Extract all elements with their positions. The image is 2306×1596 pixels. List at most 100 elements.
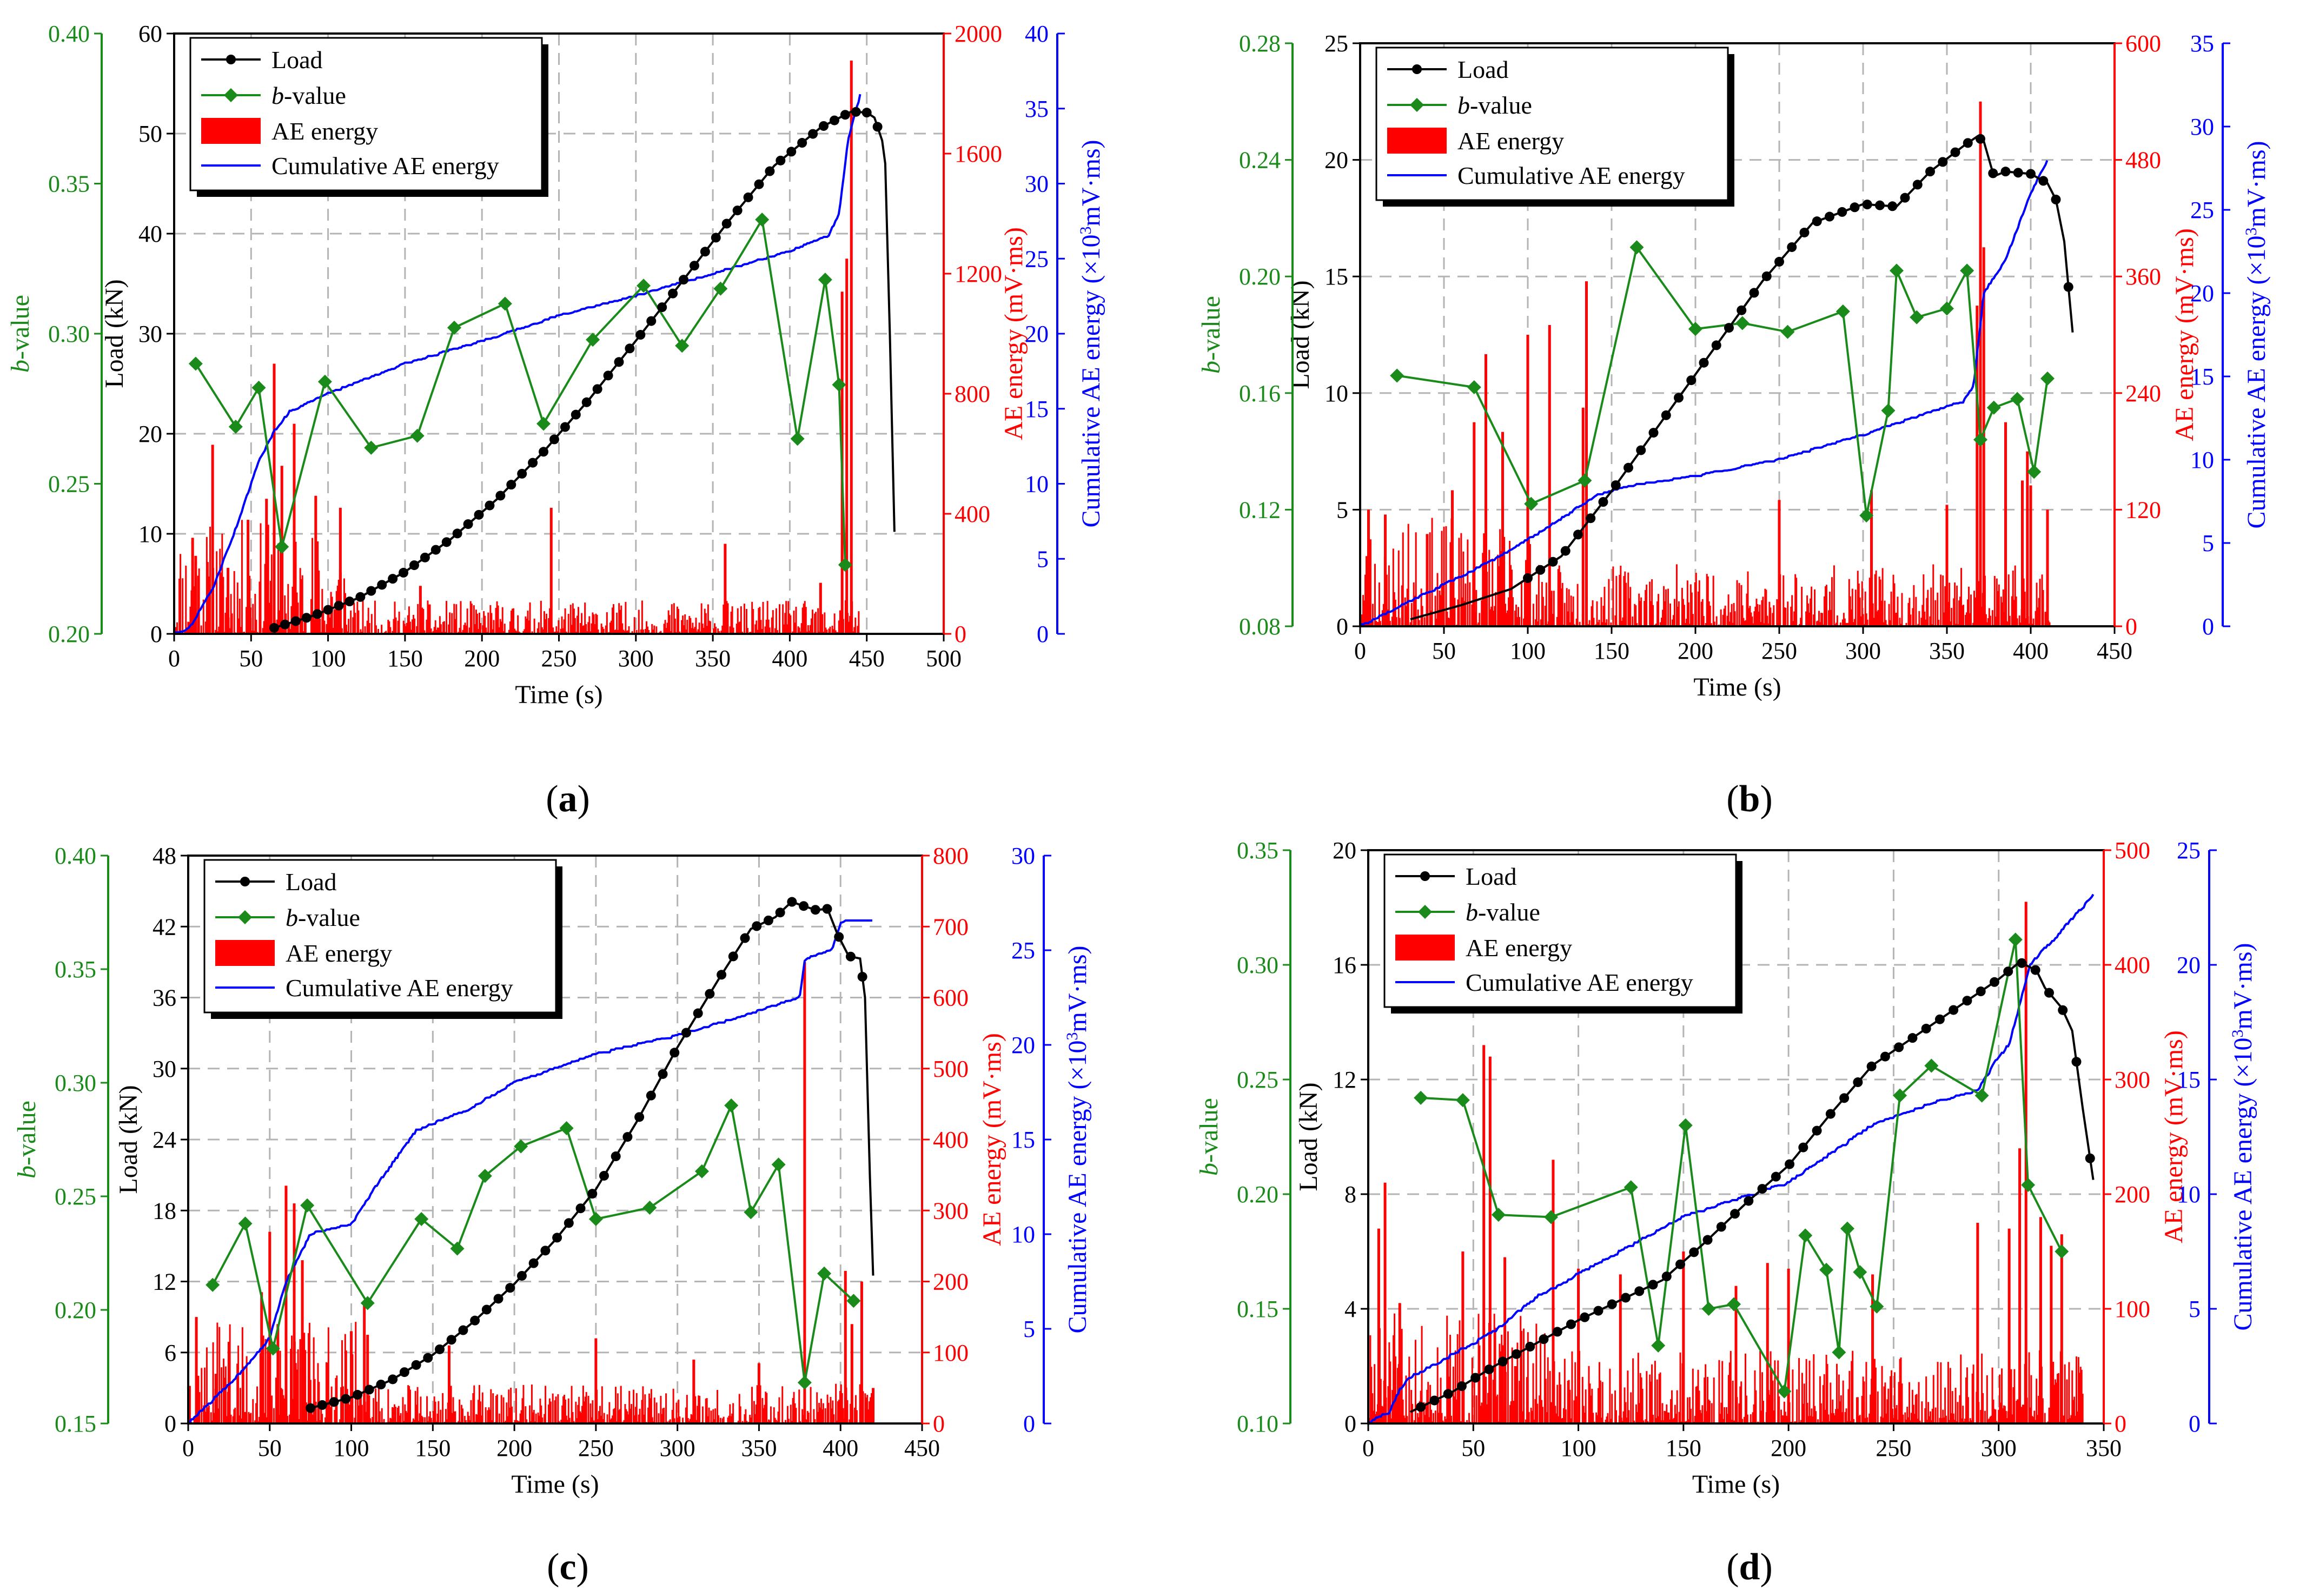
b-value-marker bbox=[1973, 433, 1987, 447]
b-value-marker bbox=[1890, 263, 1904, 278]
b-value-marker bbox=[478, 1169, 492, 1183]
b-value-axis-title-rest: -value bbox=[1195, 1098, 1223, 1163]
ae-energy-tick-label: 0 bbox=[2125, 613, 2137, 640]
b-value-marker bbox=[514, 1139, 528, 1154]
legend-b-value-label-rest: -value bbox=[298, 904, 360, 931]
b-value-marker bbox=[1960, 263, 1974, 278]
ae-energy-tick-label: 400 bbox=[933, 1127, 969, 1153]
b-value-marker bbox=[1840, 1221, 1854, 1236]
cumulative-axis-title-b: mV·ms) bbox=[1063, 945, 1092, 1032]
load-marker bbox=[711, 233, 721, 243]
load-tick-label: 20 bbox=[1333, 837, 1356, 864]
panel-caption-open: ( bbox=[546, 778, 558, 820]
load-marker bbox=[1907, 1033, 1918, 1043]
b-value-tick-label: 0.35 bbox=[48, 171, 90, 197]
legend-b-value-label-b: b bbox=[271, 82, 284, 109]
b-value-tick-label: 0.15 bbox=[1237, 1296, 1278, 1322]
load-marker bbox=[1484, 1364, 1494, 1374]
cumulative-axis-title-exp: 3 bbox=[2242, 227, 2260, 235]
load-marker bbox=[717, 970, 727, 980]
legend-b-value-label-rest: -value bbox=[284, 82, 346, 109]
load-marker bbox=[614, 357, 624, 367]
ae-energy-tick-label: 500 bbox=[933, 1056, 969, 1082]
load-marker bbox=[528, 1258, 539, 1268]
load-marker bbox=[517, 468, 527, 479]
b-value-axis-title-b: b bbox=[1197, 361, 1225, 374]
load-marker bbox=[1749, 288, 1759, 298]
b-value-marker bbox=[1390, 368, 1404, 383]
load-marker bbox=[679, 275, 689, 285]
b-value-axis-title-b: b bbox=[12, 1165, 41, 1178]
load-marker bbox=[2071, 1057, 2082, 1067]
load-marker bbox=[851, 107, 861, 117]
b-value-marker bbox=[1544, 1210, 1559, 1224]
x-axis-title: Time (s) bbox=[1693, 673, 1781, 701]
cumulative-axis-title: Cumulative AE energy (×103mV·ms) bbox=[2242, 141, 2271, 528]
load-tick-label: 18 bbox=[153, 1197, 176, 1224]
b-value-marker bbox=[818, 273, 832, 287]
load-marker bbox=[1456, 1381, 1467, 1391]
panel-caption-letter: b bbox=[1739, 778, 1760, 820]
load-marker bbox=[1812, 216, 1822, 227]
cumulative-tick-label: 20 bbox=[1025, 321, 1049, 347]
b-value-marker bbox=[2010, 392, 2025, 406]
cumulative-tick-label: 20 bbox=[2177, 952, 2201, 978]
load-marker bbox=[2038, 176, 2049, 186]
panel-caption: (b) bbox=[1726, 778, 1773, 820]
load-marker bbox=[599, 1170, 609, 1181]
b-value-tick-label: 0.25 bbox=[55, 1183, 96, 1210]
load-marker bbox=[2063, 282, 2073, 292]
load-marker bbox=[1875, 200, 1885, 210]
x-tick-label: 50 bbox=[1461, 1435, 1485, 1461]
load-marker bbox=[366, 586, 376, 596]
load-marker bbox=[786, 147, 797, 157]
load-marker bbox=[819, 121, 829, 131]
b-value-marker bbox=[266, 1341, 280, 1356]
legend-load-label: Load bbox=[271, 46, 323, 74]
x-axis-title: Time (s) bbox=[515, 680, 602, 709]
load-marker bbox=[1825, 1109, 1835, 1119]
b-value-marker bbox=[317, 374, 332, 389]
b-value-marker bbox=[838, 558, 852, 572]
legend-b-value-marker bbox=[1418, 905, 1432, 919]
load-marker bbox=[634, 1112, 645, 1122]
load-marker bbox=[312, 609, 322, 619]
b-value-marker bbox=[832, 378, 846, 392]
ae-energy-tick-label: 200 bbox=[933, 1269, 969, 1295]
b-value-marker bbox=[755, 213, 770, 227]
load-marker bbox=[470, 1315, 480, 1326]
cumulative-tick-label: 30 bbox=[1025, 171, 1049, 197]
load-tick-label: 12 bbox=[153, 1269, 176, 1295]
load-marker bbox=[689, 261, 699, 271]
load-marker bbox=[1573, 529, 1583, 540]
load-marker bbox=[1525, 1341, 1535, 1352]
load-tick-label: 30 bbox=[138, 321, 162, 347]
ae-energy-tick-label: 800 bbox=[933, 843, 969, 869]
x-tick-label: 150 bbox=[1594, 638, 1629, 664]
load-axis-title: Load (kN) bbox=[1286, 280, 1315, 389]
cumulative-axis-title: Cumulative AE energy (×103mV·ms) bbox=[1063, 945, 1092, 1333]
x-tick-label: 350 bbox=[2086, 1435, 2122, 1461]
b-value-marker bbox=[450, 1241, 465, 1256]
b-value-marker bbox=[797, 1375, 812, 1390]
load-marker bbox=[808, 129, 818, 139]
load-marker bbox=[603, 370, 613, 381]
load-marker bbox=[1757, 1184, 1767, 1194]
load-marker bbox=[1621, 1293, 1631, 1303]
x-tick-label: 500 bbox=[926, 645, 962, 672]
load-marker bbox=[317, 1400, 327, 1410]
cumulative-axis-title-b: mV·ms) bbox=[2229, 943, 2257, 1029]
b-value-marker bbox=[713, 281, 728, 296]
load-marker bbox=[1737, 305, 1747, 315]
b-value-tick-label: 0.08 bbox=[1239, 613, 1281, 640]
load-marker bbox=[1798, 1142, 1808, 1153]
b-value-marker bbox=[1688, 322, 1702, 336]
ae-energy-tick-label: 400 bbox=[955, 501, 990, 527]
load-marker bbox=[528, 458, 538, 468]
ae-energy-tick-label: 0 bbox=[955, 621, 966, 647]
ae-energy-tick-label: 400 bbox=[2115, 952, 2150, 978]
load-marker bbox=[1539, 1334, 1549, 1345]
panel-caption-letter: c bbox=[559, 1546, 576, 1588]
load-marker bbox=[646, 316, 657, 326]
